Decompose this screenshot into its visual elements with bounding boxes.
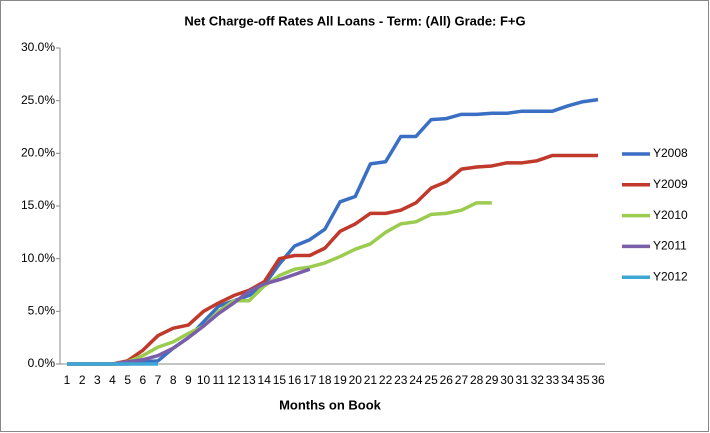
- series-line: [67, 97, 599, 366]
- x-tick-label: 4: [109, 373, 116, 387]
- x-tick-label: 26: [440, 373, 454, 387]
- legend-label: Y2008: [653, 146, 688, 160]
- x-tick-label: 1: [64, 373, 71, 387]
- y-tick-label: 20.0%: [21, 146, 55, 160]
- x-tick-label: 25: [424, 373, 438, 387]
- x-tick-label: 22: [379, 373, 393, 387]
- x-tick-label: 10: [197, 373, 211, 387]
- legend-label: Y2010: [653, 208, 688, 222]
- y-tick-label: 25.0%: [21, 93, 55, 107]
- x-tick-label: 32: [531, 373, 545, 387]
- x-tick-label: 21: [364, 373, 378, 387]
- legend-label: Y2012: [653, 269, 688, 283]
- y-tick-label: 0.0%: [28, 356, 56, 370]
- x-tick-label: 24: [409, 373, 423, 387]
- x-tick-label: 6: [140, 373, 147, 387]
- x-tick-label: 5: [124, 373, 131, 387]
- x-tick-label: 31: [515, 373, 529, 387]
- y-tick-label: 10.0%: [21, 251, 55, 265]
- x-tick-label: 30: [500, 373, 514, 387]
- y-tick-label: 5.0%: [28, 304, 56, 318]
- x-tick-label: 3: [94, 373, 101, 387]
- x-tick-label: 23: [394, 373, 408, 387]
- x-tick-label: 8: [170, 373, 177, 387]
- x-tick-label: 12: [227, 373, 241, 387]
- x-tick-label: 18: [318, 373, 332, 387]
- x-tick-label: 20: [349, 373, 363, 387]
- series-line: [67, 201, 492, 366]
- x-tick-label: 28: [470, 373, 484, 387]
- x-tick-label: 13: [242, 373, 256, 387]
- y-tick-label: 15.0%: [21, 198, 55, 212]
- x-tick-label: 27: [455, 373, 469, 387]
- legend-label: Y2009: [653, 177, 688, 191]
- legend-label: Y2011: [653, 239, 687, 253]
- x-tick-label: 33: [546, 373, 560, 387]
- x-tick-label: 29: [485, 373, 499, 387]
- x-tick-label: 36: [591, 373, 605, 387]
- x-axis-title: Months on Book: [279, 397, 382, 412]
- x-tick-label: 34: [561, 373, 575, 387]
- x-tick-label: 16: [288, 373, 302, 387]
- chart-title: Net Charge-off Rates All Loans - Term: (…: [184, 13, 525, 28]
- x-tick-label: 17: [303, 373, 317, 387]
- x-tick-label: 9: [185, 373, 192, 387]
- x-tick-label: 14: [258, 373, 272, 387]
- x-tick-label: 15: [273, 373, 287, 387]
- x-tick-label: 11: [212, 373, 225, 387]
- x-tick-label: 2: [79, 373, 86, 387]
- x-tick-label: 7: [155, 373, 162, 387]
- x-tick-label: 35: [576, 373, 590, 387]
- x-tick-label: 19: [333, 373, 347, 387]
- y-tick-label: 30.0%: [21, 40, 55, 54]
- series-line: [67, 153, 598, 366]
